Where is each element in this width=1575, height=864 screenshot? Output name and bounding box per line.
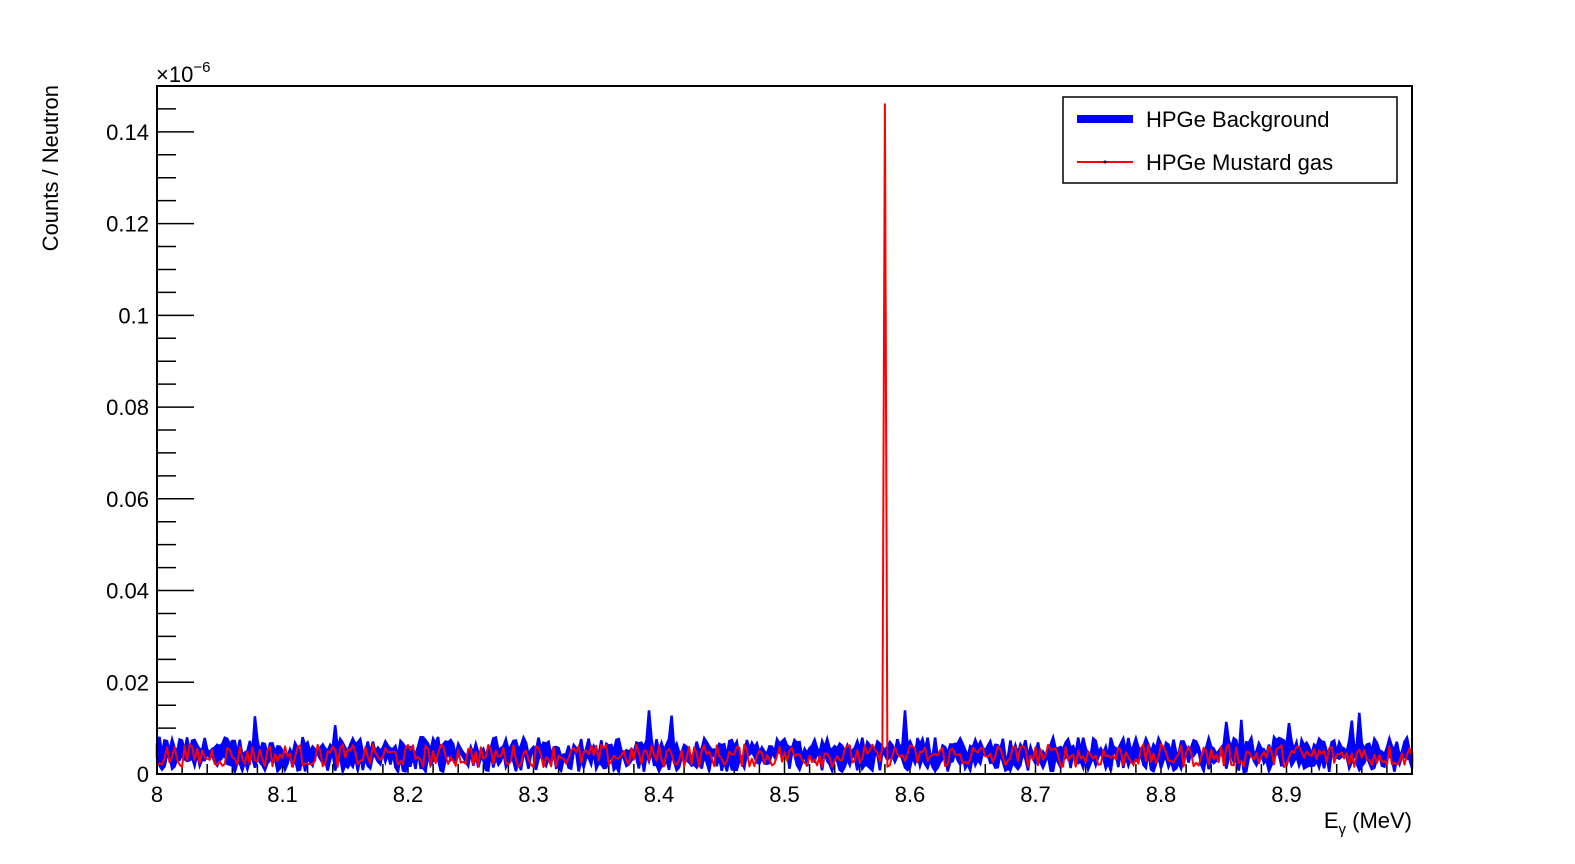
legend-box (1062, 96, 1398, 184)
x-tick-label: 8.7 (1020, 782, 1051, 807)
y-tick-label: 0.04 (106, 579, 149, 604)
x-tick-label: 8.1 (267, 782, 298, 807)
x-tick-label: 8.8 (1146, 782, 1177, 807)
legend-label-mustard: HPGe Mustard gas (1146, 150, 1333, 175)
x-tick-label: 8 (151, 782, 163, 807)
x-tick-label: 8.5 (769, 782, 800, 807)
y-tick-label: 0.1 (118, 303, 149, 328)
legend-marker-mustard (1103, 160, 1107, 164)
legend: HPGe Background HPGe Mustard gas (1062, 96, 1398, 184)
x-tick-label: 8.2 (393, 782, 424, 807)
y-tick-label: 0.02 (106, 670, 149, 695)
x-tick-label: 8.4 (644, 782, 675, 807)
y-tick-label: 0.14 (106, 120, 149, 145)
x-tick-label: 8.6 (895, 782, 926, 807)
y-tick-label: 0.08 (106, 395, 149, 420)
y-tick-label: 0 (137, 762, 149, 787)
x-axis-title: Eγ (MeV) (1324, 808, 1412, 838)
axis-ticks: 0 0.02 0.04 0.06 0.08 0.1 0.12 0.14 8 8.1 8.2 8.3 8.… (106, 85, 1413, 807)
x-tick-label: 8.9 (1271, 782, 1302, 807)
y-tick-label: 0.12 (106, 212, 149, 237)
legend-label-background: HPGe Background (1146, 107, 1329, 132)
plot-frame (156, 85, 1413, 775)
y-axis-title: Counts / Neutron (38, 85, 63, 251)
y-axis-multiplier: ×10−6 (156, 59, 210, 87)
y-tick-label: 0.06 (106, 487, 149, 512)
series-mustard-gas-line (156, 103, 1413, 769)
x-tick-label: 8.3 (518, 782, 549, 807)
mustard-gas-peak-point (883, 103, 886, 106)
